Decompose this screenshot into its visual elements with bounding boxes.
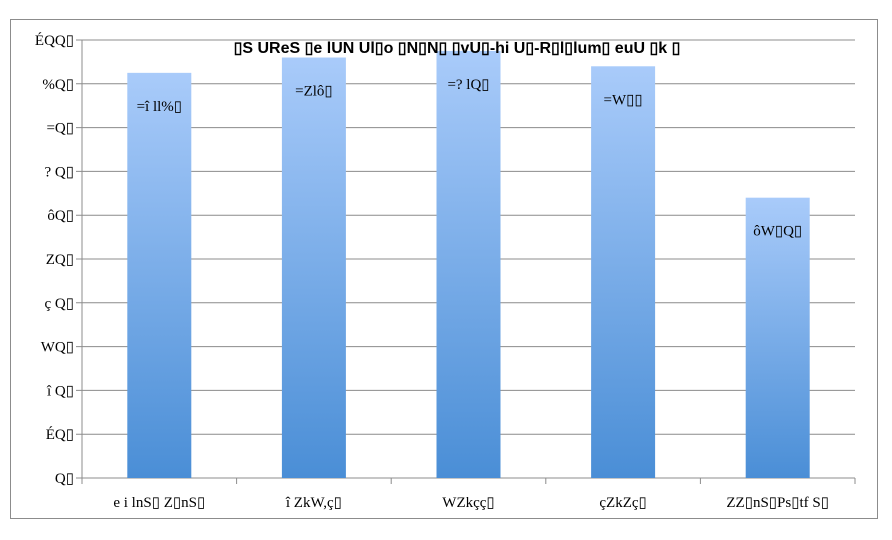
y-tick-label: ôQ▯ — [47, 208, 74, 224]
y-tick-label: î Q▯ — [46, 383, 74, 399]
bar — [127, 72, 192, 478]
y-tick-label: %Q▯ — [42, 77, 74, 93]
bar — [745, 197, 810, 478]
bar — [591, 66, 656, 478]
y-tick-label: =Q▯ — [46, 121, 74, 137]
bar — [436, 50, 501, 478]
data-label: =W▯▯ — [604, 92, 643, 108]
data-labels: =î ll%▯ =Zlô▯ =? lQ▯ =W▯▯ ôW▯Q▯ — [137, 77, 803, 240]
y-tick-label: WQ▯ — [41, 340, 74, 356]
x-tick-label: î ZkW,ç▯ — [285, 495, 342, 511]
y-tick-label: ÉQ▯ — [46, 426, 74, 443]
y-tick-label: ç Q▯ — [45, 296, 75, 312]
data-label: =î ll%▯ — [137, 99, 182, 115]
x-tick-label: çZkZç▯ — [599, 495, 646, 511]
bar — [281, 57, 346, 479]
data-label: =Zlô▯ — [295, 84, 333, 100]
y-tick-label: ÉQQ▯ — [35, 32, 74, 49]
x-tick-label: WZkçç▯ — [442, 495, 494, 511]
y-tick-label: Q▯ — [55, 471, 74, 487]
y-tick-label: ZQ▯ — [46, 252, 74, 268]
y-tick-label: ? Q▯ — [45, 164, 75, 180]
x-tick-label: ZZ▯nS▯Ps▯tf S▯ — [726, 495, 829, 511]
y-axis: Q▯ ÉQ▯ î Q▯ WQ▯ ç Q▯ ZQ▯ ôQ▯ ? Q▯ =Q▯ %Q▯ ÉQQ▯ — [35, 32, 83, 487]
x-tick-label: e i lnS▯ Z▯nS▯ — [113, 495, 205, 511]
chart-title: ▯S UReS ▯e lUN Ul▯o ▯N▯N▯ ▯vU▯-hi U▯-R▯l… — [234, 40, 681, 57]
x-axis: e i lnS▯ Z▯nS▯ î ZkW,ç▯ WZkçç▯ çZkZç▯ ZZ▯nS▯… — [81, 478, 856, 511]
bars — [127, 50, 810, 479]
data-label: =? lQ▯ — [447, 77, 489, 93]
data-label: ôW▯Q▯ — [753, 224, 802, 240]
